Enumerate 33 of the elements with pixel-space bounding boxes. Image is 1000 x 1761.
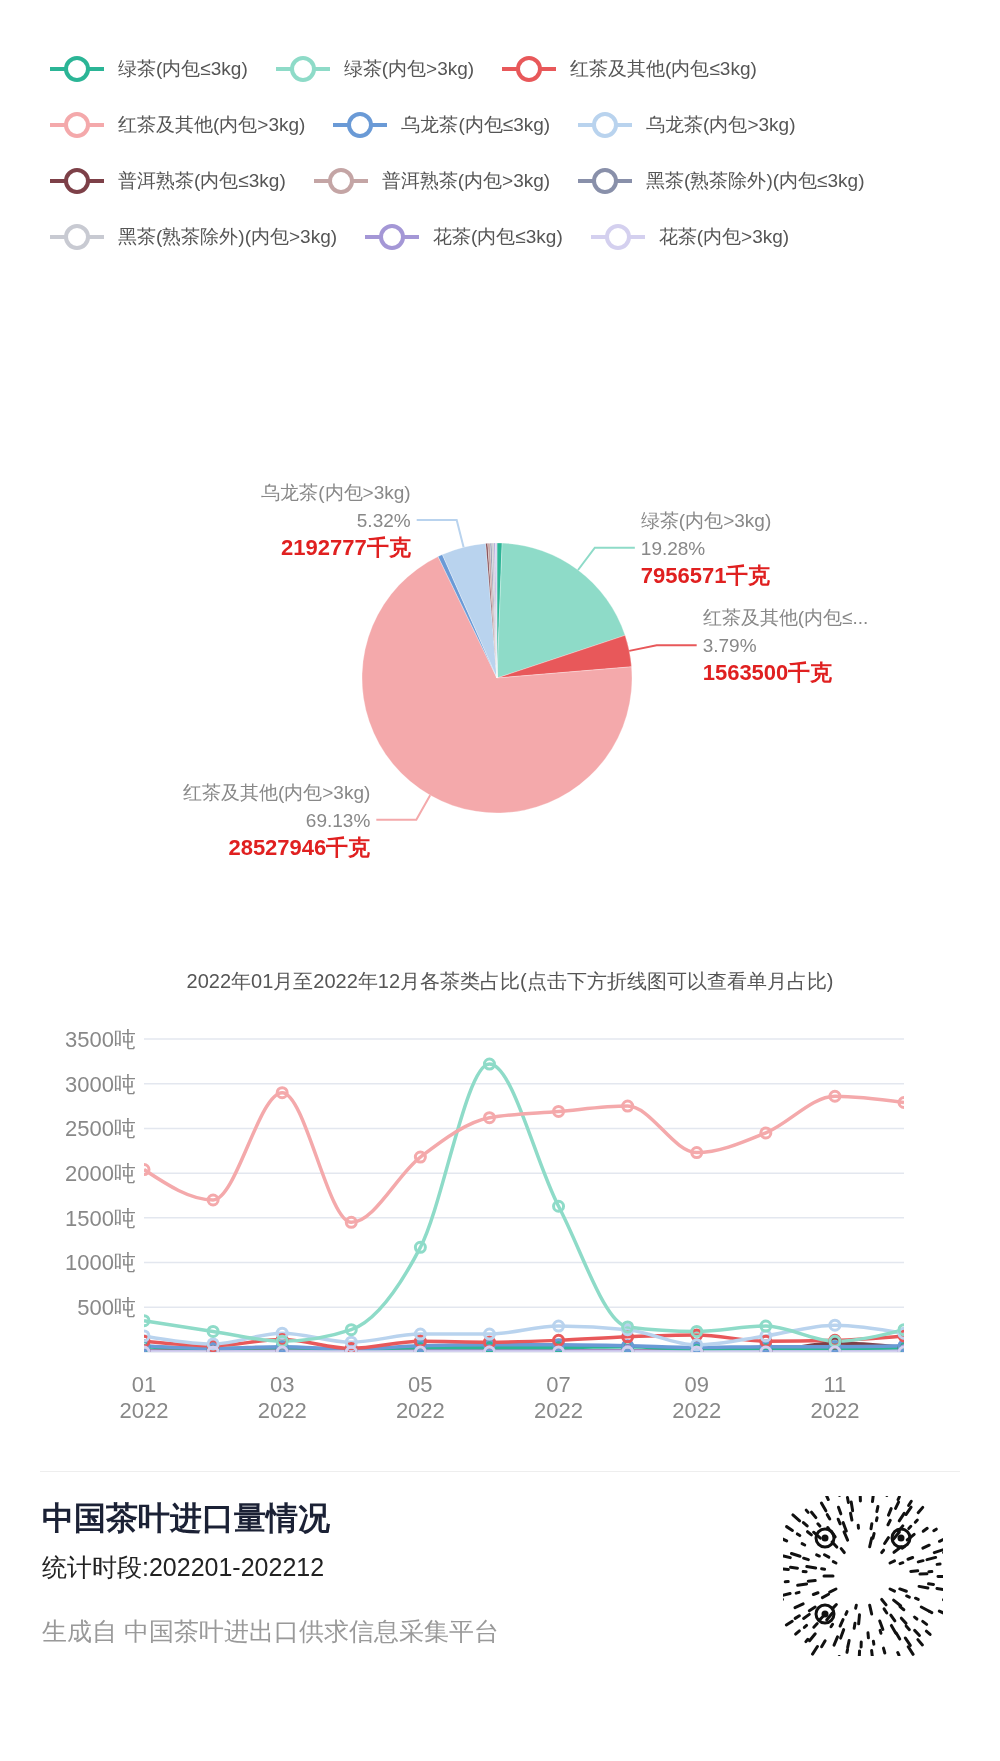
chart-title: 2022年01月至2022年12月各茶类占比(点击下方折线图可以查看单月占比) xyxy=(185,969,835,994)
legend-label: 绿茶(内包>3kg) xyxy=(343,57,475,81)
legend-label: 绿茶(内包≤3kg) xyxy=(118,57,248,81)
x-tick-label: 07 2022 xyxy=(534,1372,584,1423)
y-tick-label: 3500吨 xyxy=(65,1026,136,1052)
text: 中国茶叶进口量情况 xyxy=(42,1499,330,1538)
legend-label: 黑茶(熟茶除外)(内包≤3kg) xyxy=(646,169,865,193)
x-tick-label: 11 2022 xyxy=(810,1372,860,1423)
text: 生成自 中国茶叶进出口供求信息采集平台 xyxy=(42,1616,499,1647)
data-label: 红茶及其他(内包≤... 3.79% 1563500千克 xyxy=(702,607,869,686)
legend-label: 花茶(内包≤3kg) xyxy=(433,225,563,249)
legend-label: 黑茶(熟茶除外)(内包>3kg) xyxy=(118,225,338,249)
y-tick-label: 2500吨 xyxy=(65,1116,136,1142)
legend-label: 普洱熟茶(内包>3kg) xyxy=(381,169,551,193)
legend-label: 乌龙茶(内包>3kg) xyxy=(646,113,796,137)
y-tick-label: 1000吨 xyxy=(65,1250,136,1276)
legend-label: 红茶及其他(内包>3kg) xyxy=(118,113,306,137)
y-tick-label: 3000吨 xyxy=(65,1071,136,1097)
x-tick-label: 01 2022 xyxy=(119,1372,169,1423)
x-tick-label: 03 2022 xyxy=(257,1372,307,1423)
y-tick-label: 500吨 xyxy=(77,1295,136,1321)
legend-label: 乌龙茶(内包≤3kg) xyxy=(401,113,551,137)
data-label: 乌龙茶(内包>3kg) 5.32% 2192777千克 xyxy=(261,482,411,561)
x-tick-label: 05 2022 xyxy=(395,1372,445,1423)
text: 统计时段:202201-202212 xyxy=(42,1552,325,1583)
legend-label: 红茶及其他(内包≤3kg) xyxy=(570,57,757,81)
data-label: 绿茶(内包>3kg) 19.28% 7956571千克 xyxy=(640,509,772,588)
x-tick-label: 09 2022 xyxy=(672,1372,722,1423)
legend-label: 普洱熟茶(内包≤3kg) xyxy=(118,169,286,193)
y-tick-label: 1500吨 xyxy=(65,1205,136,1231)
legend-label: 花茶(内包>3kg) xyxy=(658,225,790,249)
data-label: 红茶及其他(内包>3kg) 69.13% 28527946千克 xyxy=(182,781,371,860)
y-tick-label: 2000吨 xyxy=(65,1160,136,1186)
